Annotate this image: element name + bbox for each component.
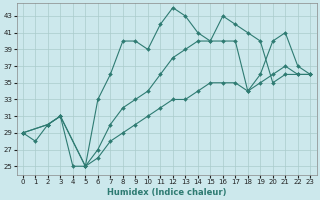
X-axis label: Humidex (Indice chaleur): Humidex (Indice chaleur) — [107, 188, 226, 197]
